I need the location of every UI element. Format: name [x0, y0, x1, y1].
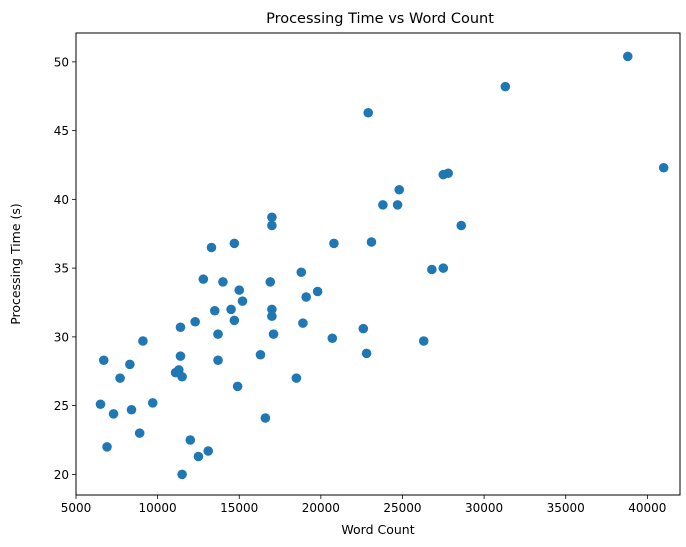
data-point [394, 184, 405, 195]
data-point [358, 323, 369, 334]
data-point [267, 304, 277, 315]
data-point [138, 336, 148, 346]
data-point [213, 329, 223, 339]
data-point [115, 373, 125, 383]
data-point [427, 264, 437, 275]
data-point [229, 315, 240, 326]
data-point [260, 413, 271, 423]
y-tick-label: 30 [54, 330, 69, 344]
data-point [126, 404, 137, 415]
data-point [301, 292, 311, 302]
data-point [175, 322, 186, 333]
data-point [296, 267, 307, 278]
data-point [500, 81, 511, 92]
data-point [190, 316, 200, 327]
x-tick-label: 30000 [465, 501, 503, 515]
data-point [298, 318, 308, 328]
chart-title: Processing Time vs Word Count [266, 11, 494, 27]
data-point [102, 442, 112, 452]
data-point [226, 304, 236, 315]
y-tick-label: 35 [54, 262, 69, 276]
data-points [95, 51, 669, 480]
data-point [218, 277, 228, 287]
y-tick-label: 50 [54, 55, 69, 69]
data-point [98, 355, 109, 366]
x-tick-label: 5000 [61, 501, 92, 515]
data-point [392, 200, 403, 210]
data-point [185, 435, 196, 445]
data-point [291, 373, 302, 383]
y-tick-label: 40 [54, 193, 69, 207]
data-point [175, 351, 186, 361]
data-point [147, 398, 158, 408]
data-point [361, 348, 372, 359]
data-point [327, 333, 338, 344]
data-point [255, 349, 266, 360]
data-point [213, 355, 223, 366]
data-point [267, 311, 277, 322]
data-point [125, 359, 135, 370]
x-tick-label: 15000 [220, 501, 258, 515]
data-point [229, 238, 240, 249]
x-tick-label: 40000 [628, 501, 666, 515]
data-point [206, 242, 217, 253]
data-point [378, 200, 388, 210]
data-point [312, 286, 323, 297]
y-tick-label: 25 [54, 399, 69, 413]
data-point [232, 381, 243, 392]
y-axis-label: Processing Time (s) [8, 203, 23, 325]
plot-frame [75, 32, 681, 496]
data-point [177, 371, 187, 382]
data-point [456, 220, 467, 231]
data-point [108, 409, 119, 419]
data-point [438, 263, 449, 273]
data-point [443, 168, 453, 179]
data-point [267, 220, 277, 231]
data-point [209, 305, 220, 316]
data-point [622, 51, 633, 62]
data-point [95, 399, 106, 410]
data-point [363, 107, 374, 118]
data-point [366, 237, 377, 247]
data-point [203, 446, 214, 456]
data-point [265, 277, 276, 287]
data-point [418, 336, 429, 346]
data-point [268, 329, 279, 339]
x-tick-label: 10000 [139, 501, 177, 515]
data-point [198, 274, 209, 284]
data-point [177, 469, 187, 480]
x-tick-label: 35000 [547, 501, 585, 515]
x-tick-label: 25000 [383, 501, 421, 515]
axis-ticks: 5000 10000 15000 20000 25000 30000 35000 40000 2… [54, 55, 667, 515]
x-axis-label: Word Count [341, 522, 414, 537]
data-point [658, 162, 669, 173]
y-tick-label: 45 [54, 124, 69, 138]
y-tick-label: 20 [54, 468, 69, 482]
data-point [134, 428, 145, 438]
data-point [329, 238, 339, 249]
data-point [267, 212, 277, 223]
x-tick-label: 20000 [302, 501, 340, 515]
data-point [193, 451, 204, 462]
data-point [234, 285, 245, 295]
data-point [237, 296, 248, 306]
